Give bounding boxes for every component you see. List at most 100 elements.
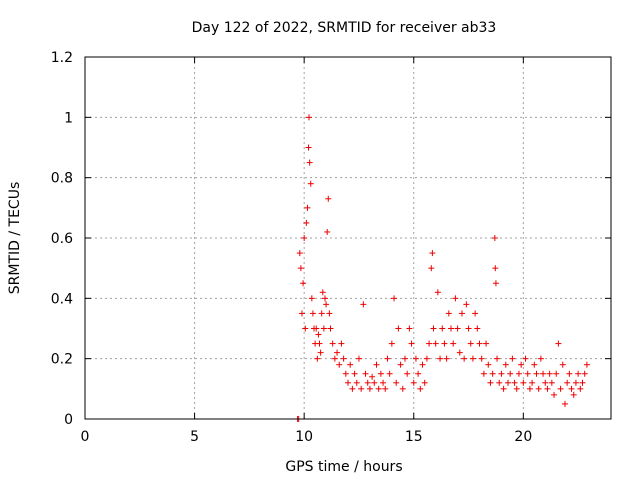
data-point — [395, 325, 402, 332]
data-point — [417, 385, 424, 392]
data-point — [362, 370, 369, 377]
data-point — [336, 361, 343, 368]
data-point — [306, 159, 313, 166]
data-point — [349, 385, 356, 392]
y-tick-label: 0.8 — [51, 171, 73, 187]
data-point — [300, 280, 307, 287]
data-point — [380, 379, 387, 386]
data-point — [439, 325, 446, 332]
data-point — [472, 310, 479, 317]
data-point — [483, 340, 490, 347]
data-point — [441, 340, 448, 347]
x-axis-label: GPS time / hours — [285, 459, 402, 475]
data-point — [421, 379, 428, 386]
data-point — [548, 379, 555, 386]
data-point — [515, 370, 522, 377]
data-point — [331, 355, 338, 362]
plot-frame — [84, 56, 612, 420]
data-point — [489, 370, 496, 377]
data-point — [373, 361, 380, 368]
data-point — [384, 355, 391, 362]
data-point — [531, 361, 538, 368]
data-point — [397, 361, 404, 368]
data-point — [437, 355, 444, 362]
data-point — [426, 340, 433, 347]
data-point — [313, 325, 320, 332]
data-point — [513, 385, 520, 392]
data-point — [315, 331, 322, 338]
data-point — [303, 219, 310, 226]
data-point — [551, 391, 558, 398]
data-point — [406, 325, 413, 332]
data-point — [329, 340, 336, 347]
data-point — [535, 385, 542, 392]
data-point — [415, 370, 422, 377]
data-point — [334, 349, 341, 356]
data-point — [410, 379, 417, 386]
data-point — [559, 361, 566, 368]
data-point — [309, 310, 316, 317]
data-points — [294, 114, 590, 422]
data-point — [419, 361, 426, 368]
data-point — [485, 361, 492, 368]
data-point — [301, 235, 308, 241]
data-point — [321, 295, 328, 302]
data-point — [529, 379, 536, 386]
data-point — [491, 235, 498, 241]
data-point — [428, 265, 435, 272]
data-point — [298, 310, 305, 317]
data-point — [469, 355, 476, 362]
data-point — [308, 295, 315, 302]
data-point — [537, 355, 544, 362]
data-point — [296, 250, 303, 257]
data-point — [570, 391, 577, 398]
data-point — [351, 370, 358, 377]
x-tick-label: 20 — [514, 429, 532, 445]
data-point — [320, 325, 327, 332]
data-point — [443, 355, 450, 362]
data-point — [423, 355, 430, 362]
data-point — [347, 361, 354, 368]
data-point — [498, 370, 505, 377]
data-point — [579, 379, 586, 386]
data-point — [487, 379, 494, 386]
data-point — [323, 301, 330, 308]
data-point — [401, 355, 408, 362]
data-point — [463, 301, 470, 308]
data-point — [496, 379, 503, 386]
x-tick-label: 0 — [81, 429, 90, 445]
data-point — [494, 355, 501, 362]
data-point — [316, 340, 323, 347]
data-point — [430, 325, 437, 332]
data-point — [500, 385, 507, 392]
data-point — [391, 295, 398, 302]
data-point — [353, 379, 360, 386]
data-point — [564, 379, 571, 386]
data-point — [557, 385, 564, 392]
data-point — [340, 355, 347, 362]
y-tick-label: 0.6 — [51, 231, 73, 247]
data-point — [568, 385, 575, 392]
data-point — [518, 361, 525, 368]
data-point — [561, 400, 568, 407]
data-point — [324, 228, 331, 235]
data-point — [492, 265, 499, 272]
data-point — [366, 385, 373, 392]
data-point — [566, 370, 573, 377]
data-point — [581, 370, 588, 377]
data-point — [524, 370, 531, 377]
data-point — [307, 180, 314, 187]
data-point — [429, 250, 436, 257]
data-point — [345, 379, 351, 386]
y-tick-label: 1.2 — [51, 50, 73, 66]
data-point — [458, 310, 465, 317]
data-point — [408, 340, 415, 347]
data-point — [575, 370, 582, 377]
y-tick-label: 0.2 — [51, 352, 73, 368]
data-point — [465, 325, 472, 332]
data-point — [452, 295, 459, 302]
data-point — [461, 355, 468, 362]
data-point — [504, 379, 511, 386]
data-point — [386, 370, 393, 377]
